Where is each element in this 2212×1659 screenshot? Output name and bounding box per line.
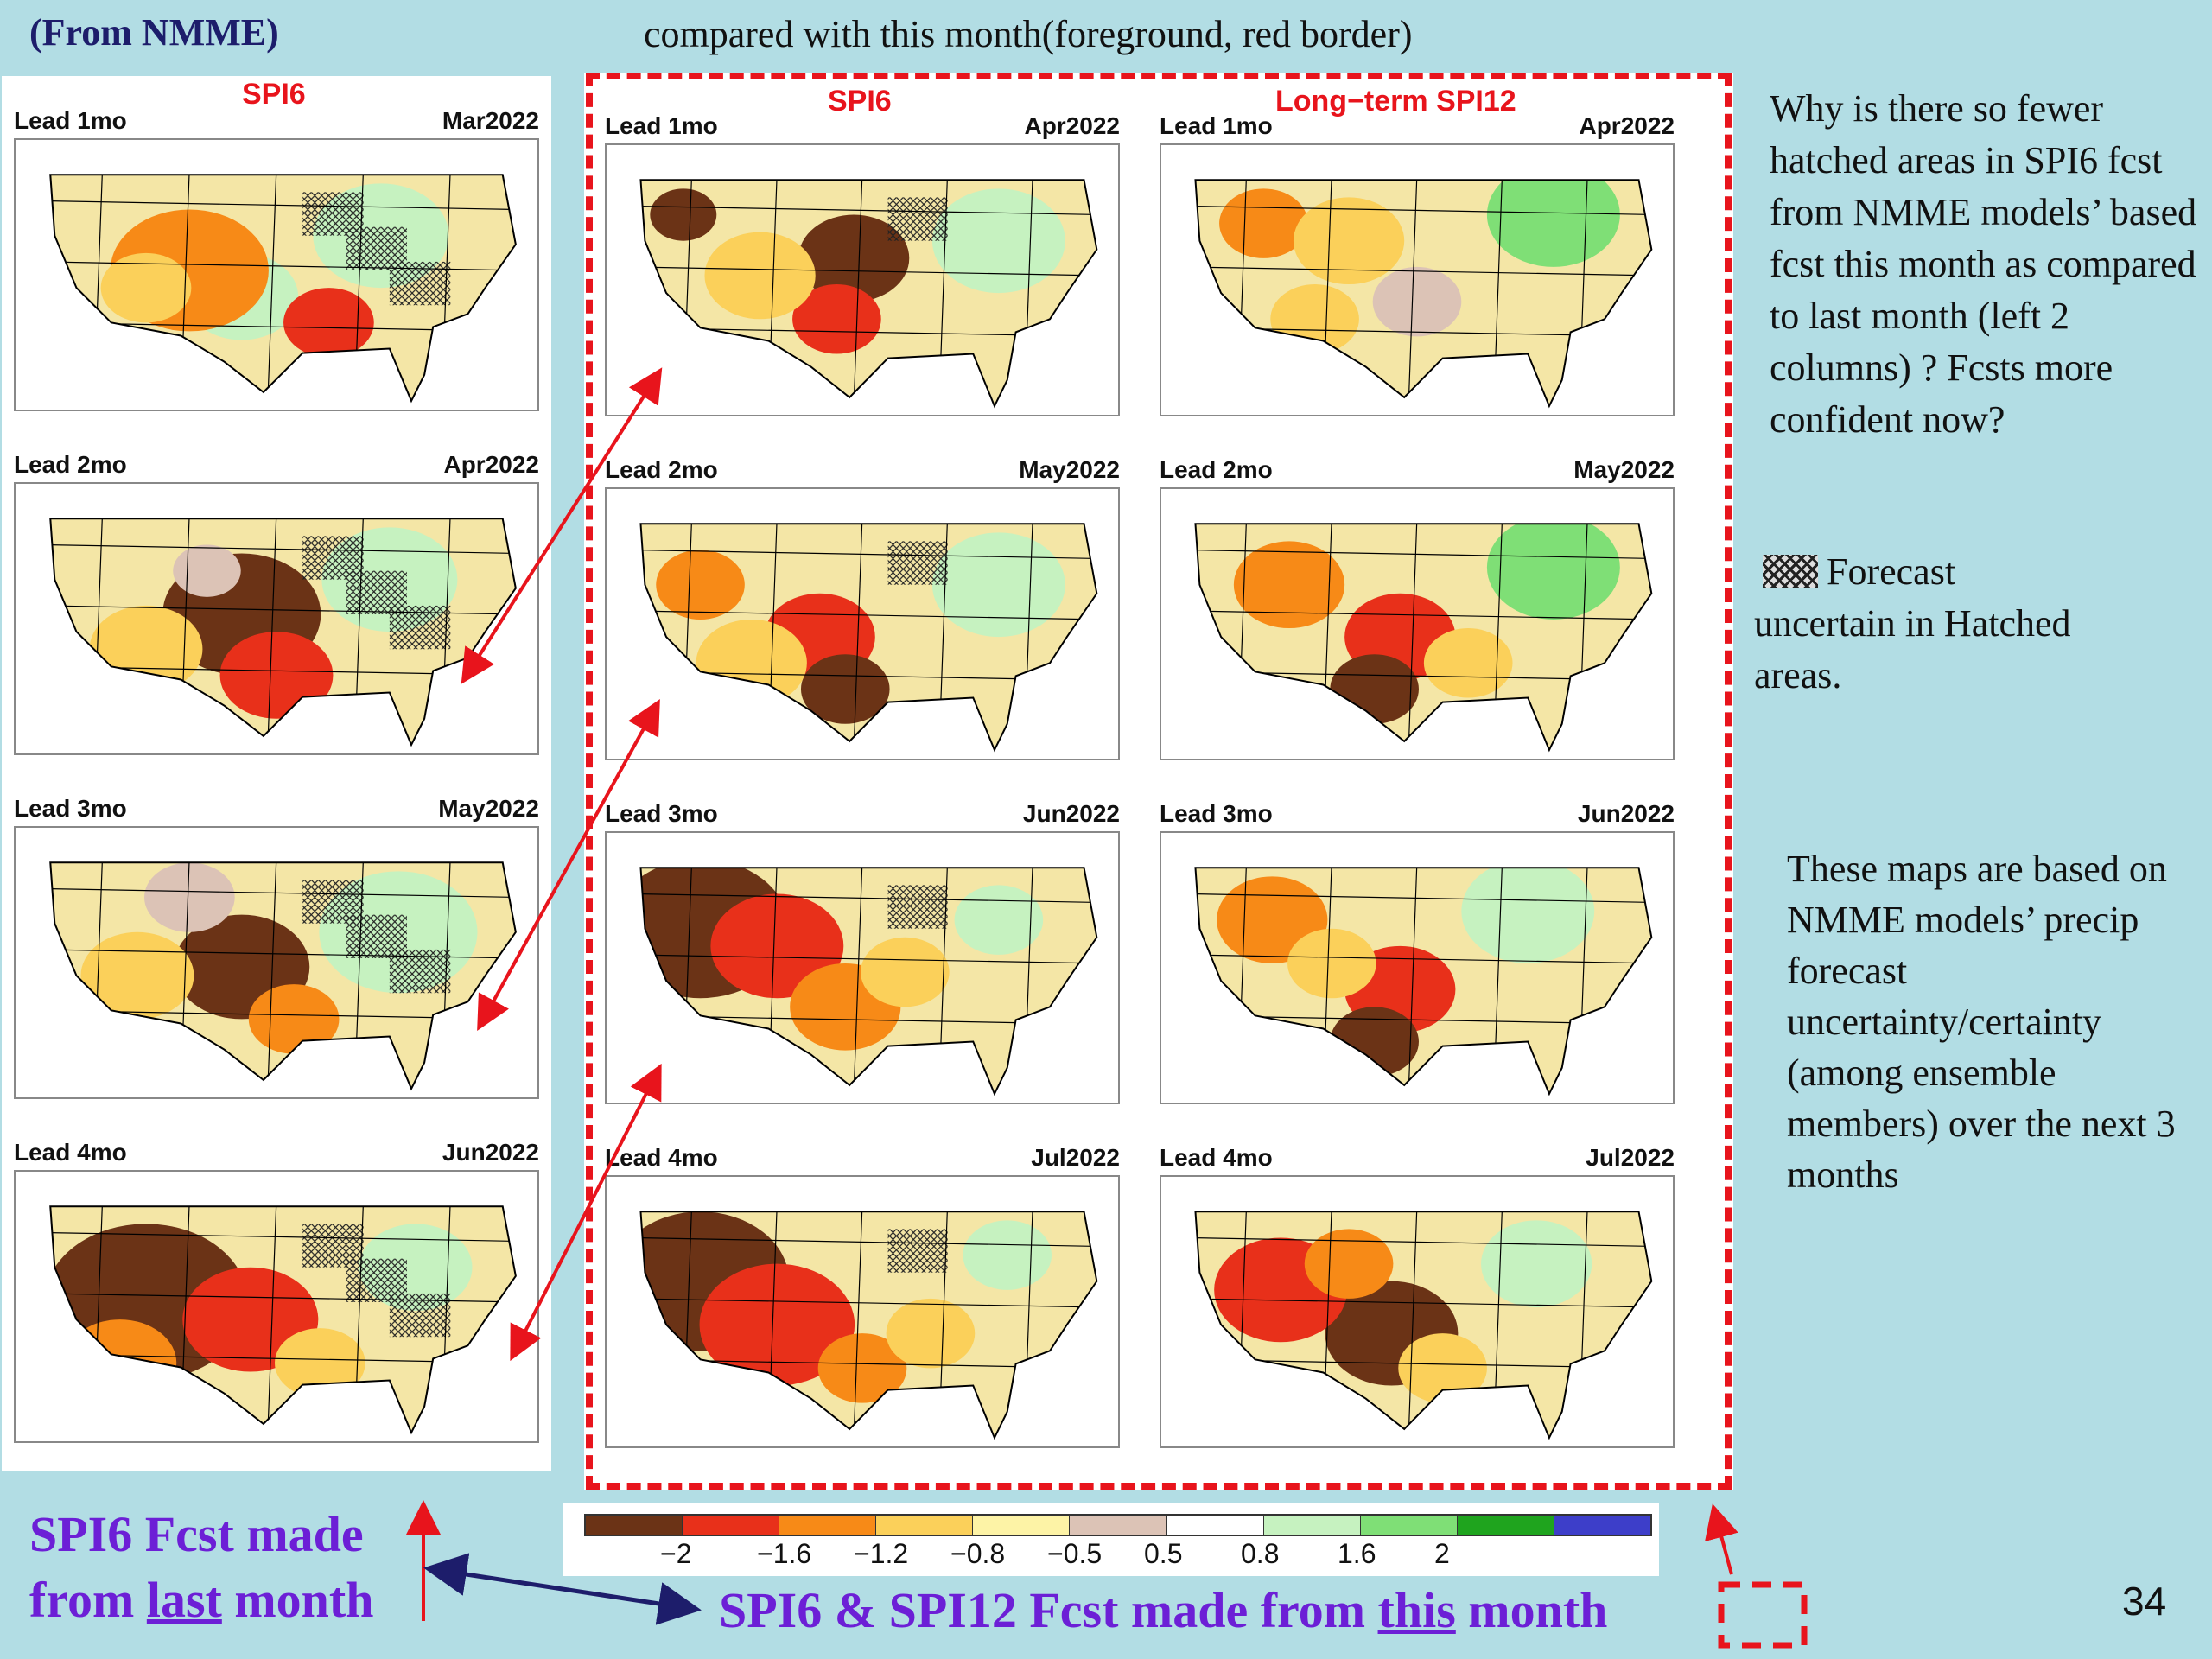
legend-tick-label: −1.2 <box>854 1538 909 1569</box>
map-lead-label: Lead 1mo <box>14 107 127 134</box>
map-image <box>14 138 539 411</box>
page-number: 34 <box>2122 1579 2167 1624</box>
map-right-4: Lead 4mo Jul2022 <box>1149 1144 1685 1457</box>
map-lead-label: Lead 4mo <box>1160 1144 1273 1171</box>
map-image <box>1160 831 1675 1104</box>
legend-swatch <box>1263 1516 1361 1535</box>
map-middle-2: Lead 2mo May2022 <box>594 456 1130 769</box>
this-month-suffix: month <box>1455 1582 1608 1638</box>
left-column-title: SPI6 <box>242 78 306 111</box>
legend-swatch <box>876 1516 974 1535</box>
map-image <box>14 482 539 755</box>
map-middle-1: Lead 1mo Apr2022 <box>594 112 1130 425</box>
legend-tick-label: 0.5 <box>1144 1538 1183 1569</box>
last-month-rest: month <box>221 1572 374 1628</box>
map-image <box>14 1170 539 1443</box>
map-lead-label: Lead 4mo <box>14 1139 127 1166</box>
legend-tick-label: 1.6 <box>1338 1538 1376 1569</box>
legend-tick-label: −0.8 <box>950 1538 1006 1569</box>
legend-tick-label: 2 <box>1434 1538 1450 1569</box>
hatch-swatch-icon <box>1763 555 1818 588</box>
legend-swatch <box>1457 1516 1554 1535</box>
map-date-label: Apr2022 <box>443 451 539 478</box>
hatch-legend-text: Forecast uncertain in Hatched areas. <box>1754 550 2071 696</box>
this-month-red-border <box>586 73 1732 1490</box>
this-month-word: this <box>1377 1582 1456 1638</box>
map-left-1: Lead 1mo Mar2022 <box>3 107 550 420</box>
legend-swatch <box>779 1516 877 1535</box>
map-image <box>605 1175 1120 1448</box>
map-date-label: Jul2022 <box>1031 1144 1120 1171</box>
middle-column-title: SPI6 <box>828 85 892 118</box>
map-date-label: Mar2022 <box>442 107 539 134</box>
map-image <box>1160 143 1675 416</box>
legend-swatch <box>1554 1516 1651 1535</box>
map-right-1: Lead 1mo Apr2022 <box>1149 112 1685 425</box>
last-month-line1: SPI6 Fcst made <box>29 1506 364 1562</box>
map-lead-label: Lead 3mo <box>14 795 127 822</box>
map-date-label: Jun2022 <box>1022 800 1120 827</box>
legend-tick-label: −0.5 <box>1047 1538 1103 1569</box>
color-legend: −2 −1.6 −1.2 −0.8 −0.5 0.5 0.8 1.6 2 <box>563 1503 1659 1576</box>
map-lead-label: Lead 2mo <box>14 451 127 478</box>
hatch-legend: Forecast uncertain in Hatched areas. <box>1754 546 2100 702</box>
this-month-prefix: SPI6 & SPI12 Fcst made from <box>719 1582 1378 1638</box>
legend-color-bar <box>584 1514 1652 1536</box>
legend-swatch <box>1070 1516 1167 1535</box>
legend-tick-label: 0.8 <box>1241 1538 1280 1569</box>
map-lead-label: Lead 2mo <box>1160 456 1273 483</box>
last-month-caption: SPI6 Fcst made from last month <box>29 1502 373 1633</box>
map-image <box>14 826 539 1099</box>
legend-swatch <box>586 1516 683 1535</box>
map-date-label: Apr2022 <box>1579 112 1675 139</box>
map-image <box>1160 487 1675 760</box>
legend-swatch <box>973 1516 1071 1535</box>
map-left-3: Lead 3mo May2022 <box>3 795 550 1108</box>
map-right-3: Lead 3mo Jun2022 <box>1149 800 1685 1113</box>
map-image <box>605 143 1120 416</box>
legend-tick-label: −1.6 <box>757 1538 812 1569</box>
map-lead-label: Lead 3mo <box>1160 800 1273 827</box>
map-date-label: Jul2022 <box>1586 1144 1675 1171</box>
map-image <box>1160 1175 1675 1448</box>
arrow-up-this-month <box>1705 1503 1738 1575</box>
legend-swatch <box>1360 1516 1458 1535</box>
map-date-label: Jun2022 <box>442 1139 539 1166</box>
last-month-word: last <box>146 1572 222 1628</box>
map-lead-label: Lead 1mo <box>1160 112 1273 139</box>
right-column-title: Long−term SPI12 <box>1275 85 1516 118</box>
map-left-4: Lead 4mo Jun2022 <box>3 1139 550 1452</box>
last-month-from: from <box>29 1572 147 1628</box>
map-right-2: Lead 2mo May2022 <box>1149 456 1685 769</box>
map-date-label: May2022 <box>1019 456 1120 483</box>
compare-note: compared with this month(foreground, red… <box>644 13 1413 55</box>
legend-tick-label: −2 <box>660 1538 692 1569</box>
map-image <box>605 487 1120 760</box>
legend-swatch <box>1166 1516 1264 1535</box>
map-lead-label: Lead 1mo <box>605 112 718 139</box>
small-dashed-box <box>1718 1581 1808 1649</box>
map-date-label: Apr2022 <box>1024 112 1120 139</box>
map-date-label: May2022 <box>1573 456 1675 483</box>
legend-swatch <box>683 1516 780 1535</box>
maps-basis-note: These maps are based on NMME models’ pre… <box>1787 848 2176 1196</box>
map-date-label: May2022 <box>438 795 539 822</box>
map-left-2: Lead 2mo Apr2022 <box>3 451 550 764</box>
source-label: (From NMME) <box>29 11 279 54</box>
question-note: Why is there so fewer hatched areas in S… <box>1770 87 2197 441</box>
this-month-caption: SPI6 & SPI12 Fcst made from this month <box>719 1581 1607 1639</box>
map-date-label: Jun2022 <box>1577 800 1675 827</box>
